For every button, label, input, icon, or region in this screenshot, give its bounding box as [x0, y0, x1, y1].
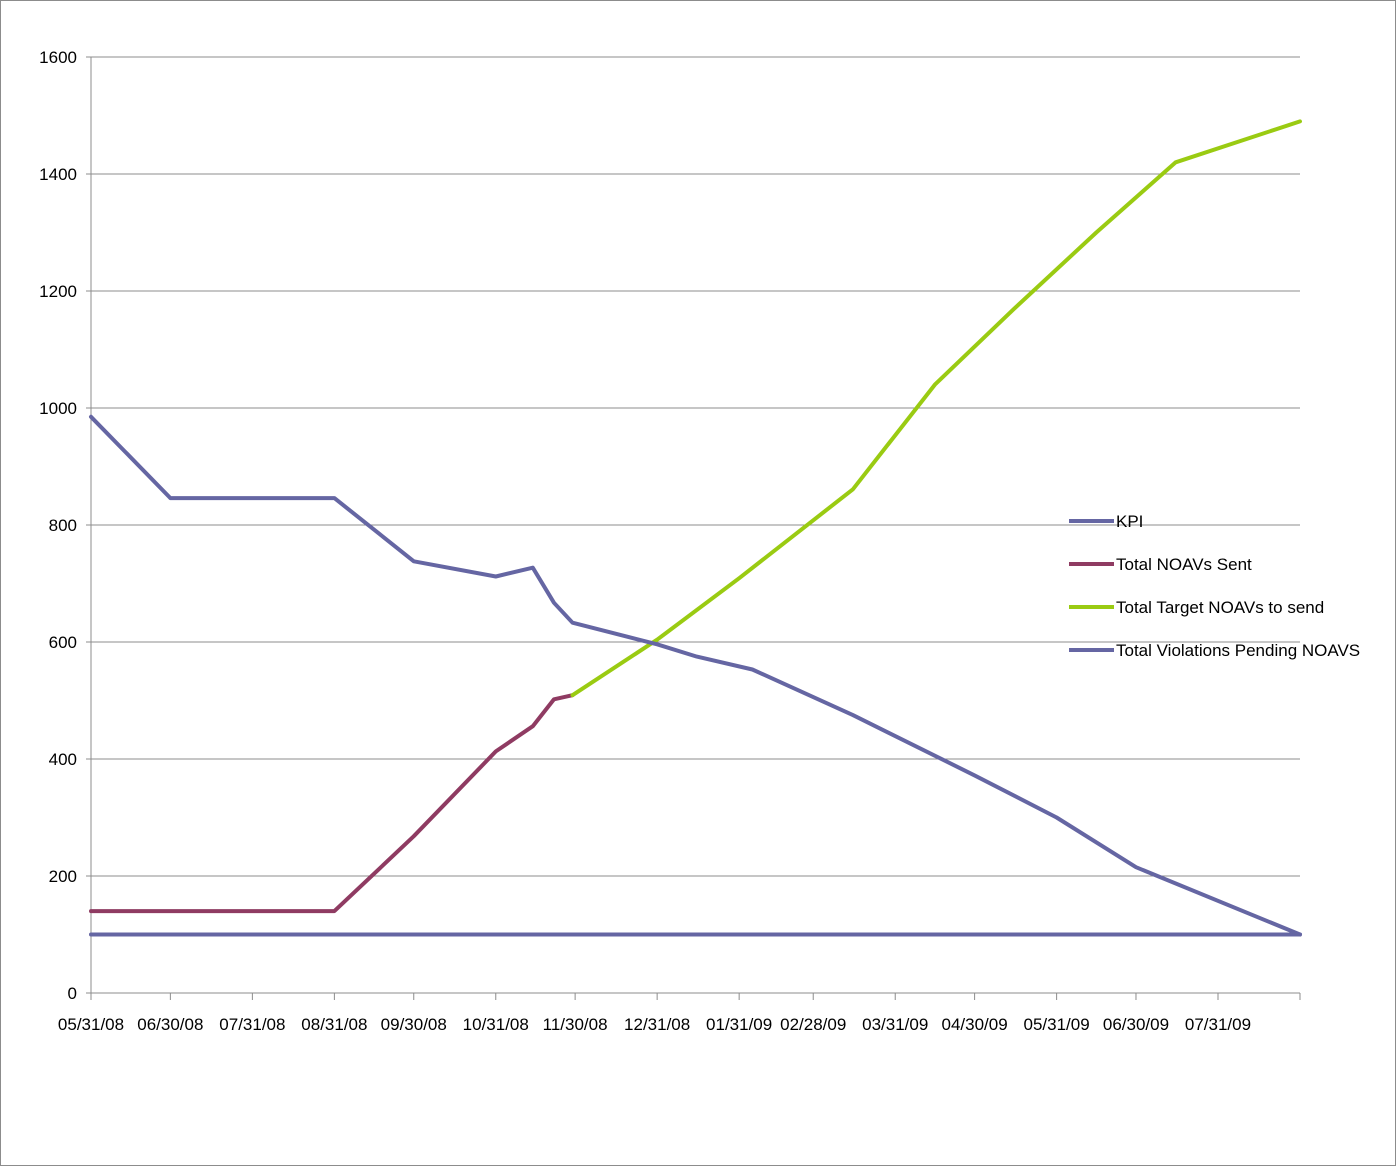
x-tick-label: 07/31/08: [219, 1015, 285, 1034]
series-lines: [89, 119, 1302, 937]
legend-label-2: Total Target NOAVs to send: [1116, 598, 1324, 617]
legend-label-0: KPI: [1116, 512, 1143, 531]
legend-label-1: Total NOAVs Sent: [1116, 555, 1252, 574]
x-tick-label: 10/31/08: [463, 1015, 529, 1034]
x-tick-label: 08/31/08: [301, 1015, 367, 1034]
x-tick-label: 03/31/09: [862, 1015, 928, 1034]
x-tick-label: 09/30/08: [381, 1015, 447, 1034]
x-tick-label: 01/31/09: [706, 1015, 772, 1034]
series-line-3: [89, 414, 1302, 937]
x-tick-label: 12/31/08: [624, 1015, 690, 1034]
x-tick-label: 05/31/08: [58, 1015, 124, 1034]
series-line-1: [89, 693, 575, 914]
y-tick-label: 200: [49, 867, 77, 886]
y-tick-label: 600: [49, 633, 77, 652]
x-tick-label: 07/31/09: [1185, 1015, 1251, 1034]
x-tick-label: 02/28/09: [780, 1015, 846, 1034]
legend: KPI Total NOAVs Sent Total Target NOAVs to…: [1069, 512, 1360, 660]
y-tick-label: 800: [49, 516, 77, 535]
axes: 0 200 400 600 800 1000 1200 1400 1600 05/31/08 06/…: [39, 48, 1301, 1034]
y-tick-label: 1400: [39, 165, 77, 184]
x-tick-label: 11/30/08: [543, 1015, 608, 1034]
x-tick-label: 05/31/09: [1024, 1015, 1090, 1034]
series-line-2: [570, 119, 1302, 698]
x-tick-label: 06/30/09: [1103, 1015, 1169, 1034]
y-tick-label: 0: [68, 984, 77, 1003]
y-tick-label: 1600: [39, 48, 77, 67]
x-tick-label: 06/30/08: [137, 1015, 203, 1034]
y-tick-label: 1200: [39, 282, 77, 301]
x-tick-label: 04/30/09: [942, 1015, 1008, 1034]
y-tick-label: 1000: [39, 399, 77, 418]
legend-label-3: Total Violations Pending NOAVS: [1116, 641, 1360, 660]
y-tick-label: 400: [49, 750, 77, 769]
gridlines: [91, 56, 1300, 877]
